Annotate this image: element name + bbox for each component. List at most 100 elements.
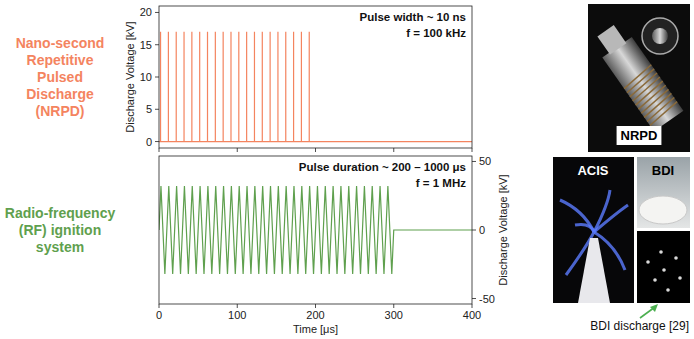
y-tick	[155, 109, 159, 110]
annotation: f = 1 MHz	[414, 176, 468, 190]
thread	[630, 77, 662, 101]
streamer	[560, 200, 594, 232]
spark-dot	[666, 288, 670, 292]
annotation-text: Pulse width ~ 10 ns	[360, 11, 466, 23]
photo-bg	[588, 4, 690, 152]
side-title: Radio-frequency(RF) ignitionsystem	[5, 205, 116, 255]
plot-frame	[159, 156, 472, 304]
photo-label: ACIS	[577, 163, 608, 178]
arrow-head	[650, 304, 658, 312]
x-tick	[237, 148, 238, 152]
photo-caption: BDI discharge [29]	[590, 319, 689, 333]
annotation: Pulse width ~ 10 ns	[358, 10, 468, 24]
annotation-bg	[297, 160, 468, 174]
title-line: Repetitive	[27, 52, 94, 68]
y-tick-label: 0	[479, 224, 485, 236]
y-tick-label: 10	[140, 71, 152, 83]
signal-line	[159, 186, 472, 274]
y-tick-label: 5	[146, 103, 152, 115]
title-line: (RF) ignition	[19, 222, 101, 238]
x-tick	[159, 148, 160, 152]
photo-bdi-discharge	[637, 231, 690, 303]
x-tick-label: 0	[156, 309, 162, 321]
annotation: Pulse duration ~ 200 – 1000 μs	[297, 160, 468, 174]
igniter	[578, 238, 610, 303]
dome	[639, 196, 687, 224]
thread	[648, 102, 680, 126]
side-title: Nano-secondRepetitivePulsedDischarge(NRP…	[16, 35, 105, 119]
photo-bg	[637, 231, 690, 303]
thread	[633, 81, 665, 105]
y-axis-title: Discharge Voltage [kV]	[497, 174, 509, 285]
thread	[642, 93, 674, 117]
x-tick	[159, 304, 160, 308]
y-tick-label: -50	[479, 293, 495, 305]
data-group	[159, 32, 472, 142]
x-tick-label: 100	[228, 309, 246, 321]
photo-label: NRPD	[621, 128, 658, 143]
spark-dot	[674, 256, 678, 260]
title-line: Nano-second	[16, 35, 105, 51]
spark-dot	[662, 268, 666, 272]
photo-bg	[553, 157, 634, 303]
plug-tip	[597, 25, 626, 54]
photo-bdi: BDI	[637, 157, 690, 228]
data-group	[159, 186, 472, 274]
x-tick-label: 300	[385, 309, 403, 321]
x-tick	[315, 148, 316, 152]
annotation-bg	[358, 10, 468, 24]
thread	[636, 85, 668, 109]
annotation-bg	[414, 176, 468, 190]
y-axis-title: Discharge Voltage [kV]	[124, 21, 136, 132]
plot-frame	[159, 6, 472, 148]
x-tick	[393, 304, 394, 308]
title-line: Radio-frequency	[5, 205, 116, 221]
x-tick	[237, 304, 238, 308]
spark-dot	[678, 276, 682, 280]
annotation-text: f = 100 kHz	[406, 27, 466, 39]
photo-nrpd: NRPD	[588, 4, 690, 152]
x-tick	[393, 148, 394, 152]
x-tick	[472, 304, 473, 308]
inset-detail	[652, 28, 668, 44]
thread	[628, 73, 660, 97]
x-tick-label: 200	[306, 309, 324, 321]
y-tick	[155, 77, 159, 78]
panel-0: 0 5 10 15 20 Discharge Voltage [kV] Pulse widt…	[16, 6, 472, 152]
photos: NRPD ACIS BDI BDI discharge [29]	[553, 4, 690, 333]
title-line: (NRPD)	[36, 103, 85, 119]
x-tick	[472, 148, 473, 152]
y-tick	[472, 298, 476, 299]
thread	[645, 98, 677, 122]
y-tick	[472, 230, 476, 231]
streamer	[594, 190, 610, 232]
y-tick-label: 0	[146, 136, 152, 148]
annotation-text: f = 1 MHz	[416, 177, 466, 189]
y-tick-label: 15	[140, 39, 152, 51]
spark-dot	[646, 260, 650, 264]
y-tick	[155, 12, 159, 13]
x-tick	[315, 304, 316, 308]
annotation: f = 100 kHz	[404, 26, 468, 40]
signal-line	[159, 32, 472, 142]
y-tick-label: 20	[140, 6, 152, 18]
inset	[642, 18, 678, 54]
thread	[639, 89, 671, 113]
photo-acis: ACIS	[553, 157, 634, 303]
annotation-bg	[404, 26, 468, 40]
photo-label: BDI	[652, 163, 674, 178]
panel-1: 0 100 200 300 400 -50 0 50 Discharge Voltage [kV…	[5, 155, 509, 335]
y-tick-label: 50	[479, 155, 491, 167]
y-tick	[155, 141, 159, 142]
x-tick-label: 400	[463, 309, 481, 321]
title-line: Pulsed	[37, 69, 83, 85]
y-tick	[472, 161, 476, 162]
thread	[622, 65, 654, 89]
thread	[625, 69, 657, 93]
streamer	[575, 224, 594, 232]
spark-dot	[659, 250, 663, 254]
title-line: Discharge	[26, 86, 94, 102]
x-axis-title: Time [μs]	[293, 323, 338, 335]
annotation-text: Pulse duration ~ 200 – 1000 μs	[299, 161, 466, 173]
spark-dot	[653, 278, 657, 282]
